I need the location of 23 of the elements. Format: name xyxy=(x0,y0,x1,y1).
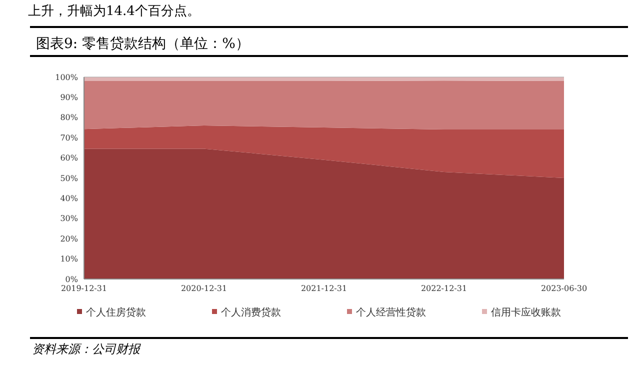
y-tick-label: 40% xyxy=(60,194,78,203)
y-tick-label: 20% xyxy=(60,234,78,244)
chart-title: 图表9: 零售贷款结构（单位：%） xyxy=(36,36,250,52)
legend-label: 个人住房贷款 xyxy=(86,306,146,318)
x-tick-label: 2023-06-30 xyxy=(540,284,588,293)
y-tick-label: 100% xyxy=(55,72,78,82)
legend-label: 信用卡应收账款 xyxy=(491,306,561,318)
legend-label: 个人消费贷款 xyxy=(221,306,281,318)
y-tick-label: 90% xyxy=(60,93,78,102)
y-tick-label: 60% xyxy=(60,154,78,163)
y-tick-label: 50% xyxy=(60,174,78,183)
y-tick-label: 80% xyxy=(60,113,78,122)
y-tick-label: 30% xyxy=(60,214,78,224)
y-tick-label: 10% xyxy=(60,254,78,264)
text: 资料来源：公司财报 xyxy=(32,342,141,356)
x-tick-label: 2021-12-31 xyxy=(300,284,348,293)
y-tick-label: 70% xyxy=(60,133,78,142)
text: 上升，升幅为14.4个百分点。 xyxy=(28,4,200,19)
legend-label: 个人经营性贷款 xyxy=(356,306,426,318)
x-tick-label: 2022-12-31 xyxy=(420,284,468,293)
x-tick-label: 2020-12-31 xyxy=(180,284,228,293)
x-tick-label: 2019-12-31 xyxy=(60,284,108,293)
y-tick-label: 0% xyxy=(65,274,78,284)
